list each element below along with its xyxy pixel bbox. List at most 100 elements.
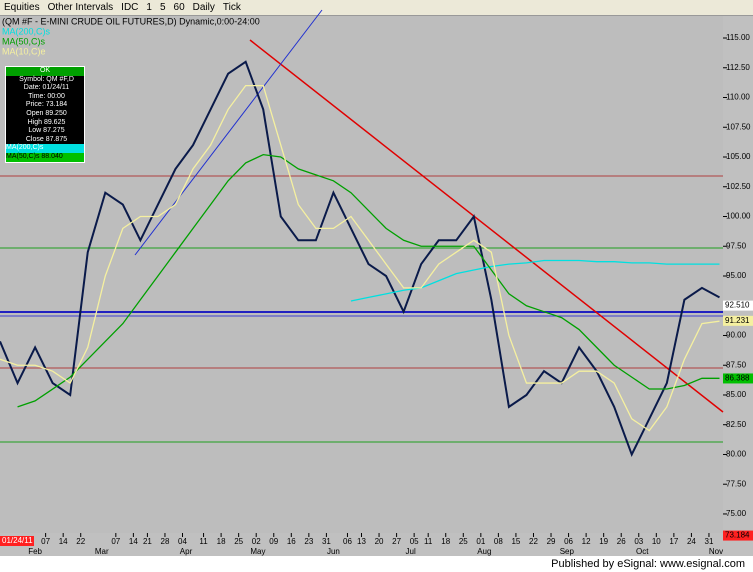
- data-window-line: Symbol: QM #F,D: [19, 75, 74, 83]
- x-tick-label: 29: [547, 537, 556, 546]
- y-tick-label: 80.00: [726, 450, 747, 459]
- toolbar-item[interactable]: 60: [173, 2, 185, 13]
- x-tick-label: 08: [494, 537, 503, 546]
- x-tick-label: 05: [410, 537, 419, 546]
- data-window-ma: MA(50,C)s 88.040: [6, 152, 84, 162]
- trend-line: [249, 39, 724, 413]
- x-tick-label: 17: [669, 537, 678, 546]
- footer: Published by eSignal: www.esignal.com: [0, 556, 753, 572]
- y-tick-label: 75.00: [726, 509, 747, 518]
- x-tick-label: 31: [322, 537, 331, 546]
- y-tick-label: 85.00: [726, 390, 747, 399]
- month-label: Jun: [327, 547, 340, 556]
- x-tick-label: 11: [199, 537, 208, 546]
- x-tick-label: 10: [652, 537, 661, 546]
- price-label-box: [723, 300, 753, 311]
- month-label: Jul: [406, 547, 416, 556]
- price-label: 92.510: [725, 301, 750, 310]
- x-tick-label: 16: [287, 537, 296, 546]
- y-tick-label: 115.00: [726, 33, 750, 42]
- x-tick-label: 27: [392, 537, 401, 546]
- data-window-line: Low 87.275: [28, 127, 65, 135]
- cursor-date-box: [0, 536, 34, 546]
- toolbar-item[interactable]: 5: [159, 2, 166, 13]
- cursor-date: 01/24/11: [2, 536, 33, 545]
- price-label: 73.184: [725, 531, 750, 540]
- series-line: [0, 60, 720, 458]
- x-axis-background: [0, 533, 723, 556]
- x-tick-label: 22: [76, 537, 85, 546]
- x-tick-label: 21: [143, 537, 152, 546]
- price-label-box: [723, 315, 753, 326]
- y-axis-background: [723, 16, 753, 556]
- toolbar-item[interactable]: Equities: [4, 2, 40, 13]
- y-tick-label: 90.00: [726, 331, 747, 340]
- month-label: Nov: [709, 547, 723, 556]
- data-window-line: Close 87.875: [25, 135, 68, 143]
- trend-line: [134, 9, 323, 256]
- x-tick-label: 11: [424, 537, 433, 546]
- y-tick-label: 87.50: [726, 360, 747, 369]
- price-label-box: [723, 530, 753, 541]
- x-tick-label: 18: [441, 537, 450, 546]
- data-window-line: Price: 73.184: [25, 101, 68, 109]
- price-label-box: [723, 373, 753, 384]
- data-window: OK Symbol: QM #F,D Date: 01/24/11 Time: 00…: [5, 66, 85, 163]
- chart-title: (QM #F - E-MINI CRUDE OIL FUTURES,D) Dyn…: [2, 16, 260, 26]
- month-label: Aug: [477, 547, 491, 556]
- x-tick-label: 22: [529, 537, 538, 546]
- month-label: Apr: [180, 547, 193, 556]
- y-tick-label: 110.00: [726, 93, 750, 102]
- toolbar-item[interactable]: Tick: [222, 2, 241, 13]
- month-label: Sep: [560, 547, 575, 556]
- data-window-line: Open 89.250: [26, 109, 67, 117]
- x-tick-label: 31: [705, 537, 714, 546]
- toolbar: Equities Other Intervals IDC 1 5 60 Daily Tick: [0, 0, 753, 16]
- price-label: 91.231: [725, 316, 750, 325]
- chart: (QM #F - E-MINI CRUDE OIL FUTURES,D) Dyn…: [0, 9, 753, 556]
- x-tick-label: 01: [476, 537, 485, 546]
- toolbar-item[interactable]: 1: [146, 2, 152, 13]
- x-tick-label: 20: [375, 537, 384, 546]
- legend-entry: MA(200,C)s: [2, 26, 51, 36]
- x-tick-label: 14: [59, 537, 68, 546]
- y-tick-label: 77.50: [726, 479, 747, 488]
- x-tick-label: 02: [252, 537, 261, 546]
- x-tick-label: 06: [564, 537, 573, 546]
- x-tick-label: 12: [582, 537, 591, 546]
- legend-entry: MA(10,C)e: [2, 46, 46, 56]
- data-window-ma: MA(200,C)s: [6, 144, 84, 153]
- x-tick-label: 23: [304, 537, 313, 546]
- x-tick-label: 25: [459, 537, 468, 546]
- x-tick-label: 06: [343, 537, 352, 546]
- y-tick-label: 97.50: [726, 241, 747, 250]
- x-tick-label: 13: [357, 537, 366, 546]
- y-tick-label: 102.50: [726, 182, 751, 191]
- data-window-title: OK: [6, 67, 84, 76]
- x-tick-label: 28: [161, 537, 170, 546]
- month-label: May: [250, 547, 265, 556]
- legend-entry: MA(50,C)s: [2, 36, 46, 46]
- toolbar-item[interactable]: Other Intervals: [47, 2, 114, 13]
- x-tick-label: 04: [178, 537, 187, 546]
- x-tick-label: 09: [269, 537, 278, 546]
- data-window-line: Time: 00:00: [28, 92, 65, 100]
- series-line: [17, 153, 720, 408]
- series-line: [350, 259, 720, 302]
- y-tick-label: 112.50: [726, 63, 750, 72]
- x-tick-label: 26: [617, 537, 626, 546]
- y-tick-label: 105.00: [726, 152, 751, 161]
- y-tick-label: 82.50: [726, 420, 747, 429]
- toolbar-item[interactable]: IDC: [121, 2, 139, 13]
- y-tick-label: 107.50: [726, 122, 751, 131]
- y-tick-label: 100.00: [726, 212, 751, 221]
- price-label: 86.388: [725, 374, 750, 383]
- toolbar-item[interactable]: Daily: [192, 2, 215, 13]
- y-tick-label: 95.00: [726, 271, 747, 280]
- month-label: Oct: [636, 547, 649, 556]
- plot-background: [0, 16, 723, 533]
- plot: [0, 60, 720, 458]
- month-label: Mar: [95, 547, 109, 556]
- series-line: [0, 84, 720, 432]
